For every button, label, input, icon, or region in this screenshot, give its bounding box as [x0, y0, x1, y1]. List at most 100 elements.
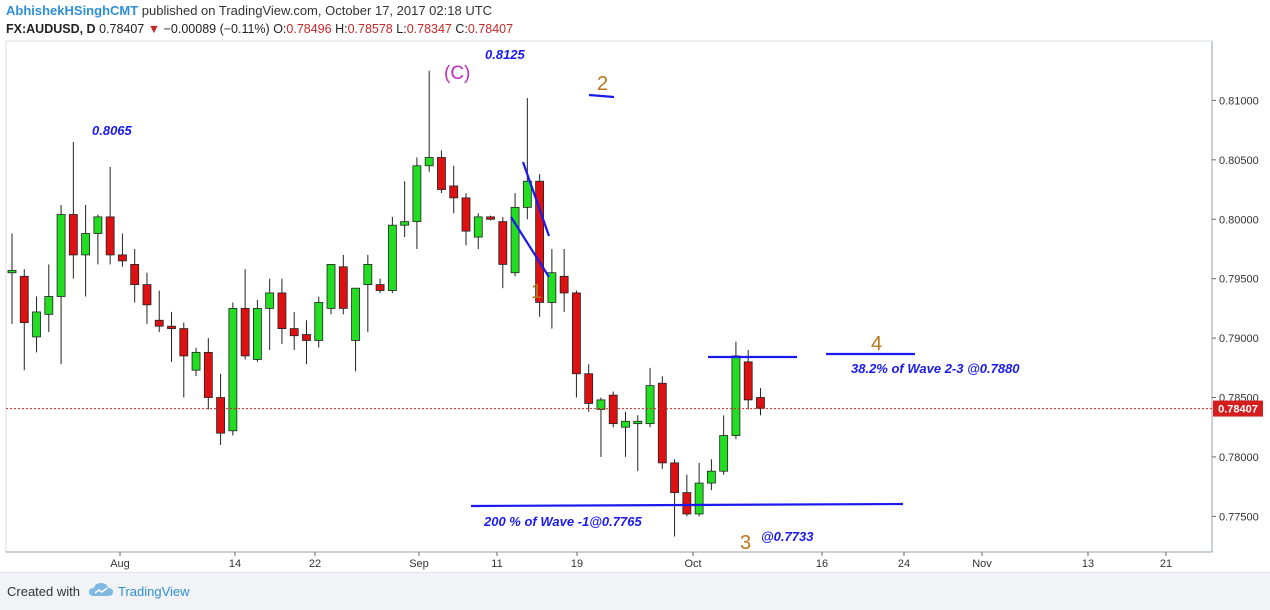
candle[interactable]	[277, 278, 287, 345]
candle[interactable]	[400, 181, 410, 238]
plot-area[interactable]	[5, 40, 1213, 553]
candle[interactable]	[449, 165, 459, 214]
candle-body-up	[387, 224, 397, 291]
candle[interactable]	[154, 290, 164, 333]
candle[interactable]	[559, 248, 569, 312]
candle[interactable]	[228, 302, 238, 436]
last-price: 0.78407	[99, 22, 145, 36]
candle[interactable]	[118, 233, 127, 267]
candle[interactable]	[93, 214, 103, 265]
candle[interactable]	[19, 269, 29, 371]
candle-body-up	[424, 157, 434, 167]
candle[interactable]	[44, 264, 54, 333]
candle[interactable]	[289, 311, 299, 350]
author-link[interactable]: AbhishekHSinghCMT	[6, 3, 139, 18]
candle[interactable]	[547, 248, 557, 329]
current-price-tag	[1213, 400, 1263, 417]
open-label: O:	[273, 22, 287, 36]
candle[interactable]	[252, 300, 262, 362]
candle[interactable]	[32, 296, 41, 353]
candle[interactable]	[584, 364, 594, 412]
high-label: H:	[335, 22, 348, 36]
candle[interactable]	[706, 459, 716, 491]
candle[interactable]	[105, 166, 115, 265]
ext-200-line[interactable]	[470, 502, 904, 508]
candle-body-down	[572, 292, 581, 375]
candle[interactable]	[424, 70, 434, 172]
candle[interactable]	[498, 216, 508, 289]
wave-4-label: 4	[871, 333, 882, 355]
candle-body-up	[314, 302, 324, 341]
y-tick-label: 0.80000	[1219, 214, 1259, 226]
candle-body-down	[498, 221, 508, 265]
candle-body-up	[363, 264, 373, 286]
candle[interactable]	[743, 349, 753, 410]
candle[interactable]	[535, 174, 545, 317]
candle[interactable]	[633, 415, 643, 472]
y-tick-label: 0.78000	[1219, 452, 1259, 464]
candle-body-up	[228, 307, 238, 432]
candle-body-down	[657, 382, 667, 464]
candle[interactable]	[56, 204, 66, 365]
candle-body-up	[633, 420, 643, 425]
candle[interactable]	[645, 367, 655, 428]
candle[interactable]	[694, 462, 704, 517]
candle[interactable]	[203, 338, 213, 410]
candle[interactable]	[81, 204, 91, 297]
candle-body-up	[547, 272, 557, 303]
candle[interactable]	[240, 269, 250, 360]
candle[interactable]	[387, 216, 397, 293]
low-label: L:	[396, 22, 407, 36]
candle[interactable]	[326, 264, 336, 315]
candle[interactable]	[756, 388, 765, 416]
close-label: C:	[455, 22, 468, 36]
candle[interactable]	[412, 157, 422, 249]
candle[interactable]	[68, 142, 78, 279]
candle-body-down	[142, 284, 152, 306]
candle-body-up	[645, 385, 655, 425]
candle[interactable]	[596, 397, 606, 457]
candle-body-up	[621, 420, 630, 428]
candle[interactable]	[314, 296, 324, 348]
candle[interactable]	[510, 193, 520, 277]
wave1-channel-lower[interactable]	[510, 216, 550, 278]
candle[interactable]	[265, 278, 275, 350]
candle-body-down	[584, 373, 594, 404]
candle[interactable]	[216, 373, 225, 446]
candle[interactable]	[351, 287, 360, 372]
candle[interactable]	[682, 474, 692, 517]
wave2-top-line[interactable]	[588, 93, 615, 99]
candle[interactable]	[179, 322, 189, 398]
candle[interactable]	[191, 347, 201, 377]
wave1-channel-upper[interactable]	[521, 161, 551, 237]
x-tick-label: 24	[898, 558, 910, 570]
candle[interactable]	[437, 150, 446, 194]
candle[interactable]	[608, 391, 618, 428]
candle[interactable]	[461, 193, 471, 246]
candle[interactable]	[670, 459, 679, 537]
price-chart[interactable]: 0.775000.780000.785000.790000.795000.800…	[0, 0, 1270, 572]
candle-body-down	[608, 394, 618, 425]
candle[interactable]	[363, 254, 373, 333]
tradingview-brand-link[interactable]: TradingView	[118, 584, 190, 599]
candle[interactable]	[142, 272, 152, 324]
candle[interactable]	[522, 98, 532, 220]
candle[interactable]	[719, 415, 729, 475]
candle-body-down	[154, 319, 164, 327]
candle[interactable]	[572, 290, 581, 398]
candle[interactable]	[130, 248, 140, 303]
open-value: 0.78496	[286, 22, 332, 36]
candle[interactable]	[302, 320, 311, 365]
x-tick-label: 16	[816, 558, 828, 570]
candle[interactable]	[473, 213, 483, 249]
candle-body-up	[191, 351, 201, 371]
candle[interactable]	[167, 311, 176, 362]
candle[interactable]	[338, 254, 348, 315]
candle[interactable]	[7, 233, 17, 324]
candle-body-down	[302, 334, 311, 341]
candle[interactable]	[657, 376, 667, 469]
candle[interactable]	[486, 215, 495, 221]
candle[interactable]	[621, 411, 630, 457]
symbol-info: FX:AUDUSD, D 0.78407 ▼ −0.00089 (−0.11%)…	[6, 22, 513, 36]
candle[interactable]	[375, 278, 385, 293]
